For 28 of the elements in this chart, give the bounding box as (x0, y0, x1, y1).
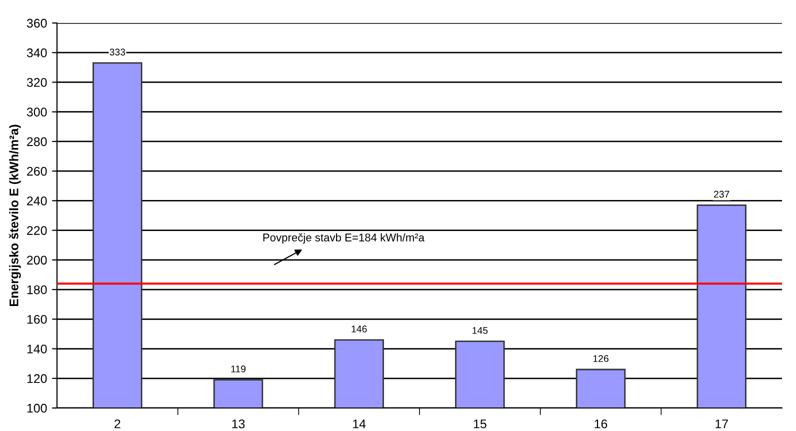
y-tick-label: 260 (27, 166, 47, 176)
x-tick-label: 13 (232, 419, 245, 428)
y-axis-title: Energijsko število E (kWh/m²a) (8, 124, 21, 306)
y-tick-label: 100 (27, 404, 47, 413)
y-tick-label: 220 (27, 226, 47, 235)
y-tick-label: 240 (27, 196, 47, 206)
x-tick-label: 16 (594, 419, 608, 428)
data-label: 145 (472, 327, 488, 334)
y-tick-label: 120 (27, 374, 47, 384)
y-tick-label: 300 (26, 108, 47, 116)
y-tick-label: 320 (26, 78, 47, 87)
y-tick-label: 160 (27, 314, 47, 324)
x-tick-label: 14 (353, 420, 366, 428)
y-tick-label: 140 (27, 344, 47, 354)
y-tick-label: 340 (26, 48, 47, 58)
y-tick-label: 360 (26, 18, 47, 28)
data-label: 333 (110, 48, 126, 56)
annotation: Povprečje stavb E=184 kWh/m²a (263, 233, 425, 244)
x-tick-label: 15 (474, 420, 486, 428)
y-tick-label: 200 (27, 256, 47, 265)
data-label: 237 (714, 190, 730, 198)
y-tick-label: 280 (27, 137, 47, 146)
x-tick-label: 17 (716, 420, 728, 428)
data-label: 126 (593, 355, 608, 362)
y-tick-label: 180 (27, 285, 47, 294)
x-tick-label: 2 (114, 419, 120, 428)
data-label: 146 (352, 326, 367, 332)
data-label: 119 (231, 366, 246, 372)
